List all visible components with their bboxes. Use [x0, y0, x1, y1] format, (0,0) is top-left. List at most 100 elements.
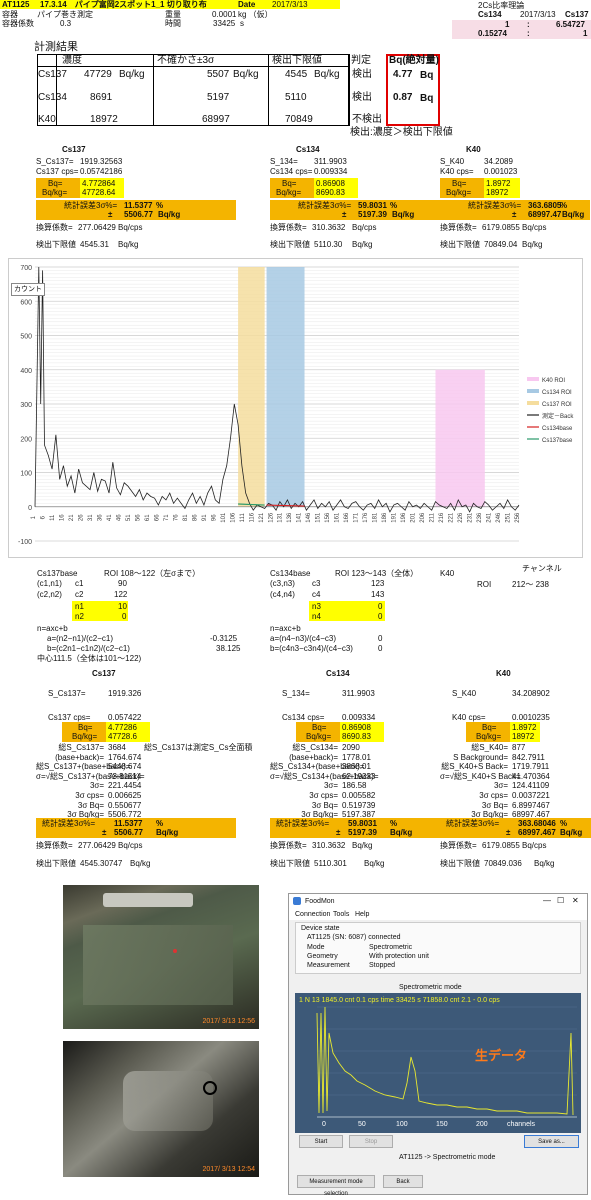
xtick-50: 50: [358, 1121, 366, 1128]
block1-err-bg: [36, 200, 236, 220]
cloth-shape: [83, 925, 233, 1005]
block1-err-label: 統計誤差3σ%=: [64, 201, 118, 210]
block1-bqkg-label: Bq/kg=: [446, 188, 472, 197]
block1-conv-label: 換算係数=: [36, 223, 73, 232]
block2-row-label: 3σ cps=: [75, 791, 104, 800]
block1-cps-label: Cs137 cps=: [36, 167, 79, 176]
mode-label: Mode: [307, 944, 325, 951]
ratio-h1: Cs134: [478, 10, 502, 19]
block2-ld-value: 70849.036: [484, 859, 522, 868]
block2-row-value: 877: [512, 743, 526, 752]
x-tick-label: 146: [306, 512, 312, 523]
block1-pm-value: 68997.47: [528, 210, 562, 219]
row-cs134-unc: 5197: [207, 92, 230, 103]
b-value: 38.125: [216, 644, 241, 653]
results-table: [37, 54, 349, 126]
block2-row-value: 0.0037221: [512, 791, 550, 800]
ratio-r2b: :: [527, 29, 530, 38]
roi-band: [435, 369, 485, 507]
block2-bqval-bg: [106, 722, 150, 742]
x-tick-label: 156: [325, 512, 331, 523]
block2-row-label: σ=√総S_K40+S Back=: [440, 771, 521, 781]
block1-err-bg: [440, 200, 590, 220]
block1-s-label: S_K40: [440, 157, 465, 166]
block1-pm: ±: [108, 210, 113, 219]
col-ld: 検出下限値: [272, 55, 322, 66]
block2-row-label: (base+back)=: [55, 752, 104, 762]
menu-connection[interactable]: Connection: [295, 911, 331, 918]
block2-err-label: 統計誤差3σ%=: [42, 819, 96, 828]
b-formula: b=(c2n1−c1n2)/(c2−c1): [47, 644, 130, 653]
close-icon[interactable]: ✕: [572, 896, 579, 905]
app-icon: [293, 897, 301, 905]
block2-row-value: 0.519739: [342, 800, 376, 810]
save-as-button[interactable]: Save as...: [524, 1135, 579, 1148]
row-cs134-nuc: Cs134: [38, 92, 67, 103]
stop-button[interactable]: Stop: [349, 1135, 393, 1148]
block1-cps-value: 0.05742186: [80, 167, 123, 176]
block2-bqkg-value: 8690.83: [342, 732, 371, 741]
block2-err-label: 統計誤差3σ%=: [276, 819, 330, 828]
block1-bqval-bg: [80, 178, 124, 198]
legend-label: 測定－Back: [542, 412, 574, 420]
a2-value: 0: [378, 634, 383, 643]
block2-row-value: 41.470364: [512, 771, 550, 781]
menu-tools[interactable]: Tools: [333, 911, 350, 918]
block2-cps-value: 0.009334: [342, 713, 376, 722]
block2-pm-unit: Bq/kg: [156, 828, 179, 837]
menu-bar: [289, 909, 587, 920]
ring-shape: [203, 1081, 217, 1095]
row-k40-unc: 68997: [202, 114, 230, 125]
roi2-label: ROI 123～143（全体）: [335, 569, 419, 578]
row-cs137-nuc: Cs137: [38, 69, 67, 80]
start-button[interactable]: Start: [299, 1135, 343, 1148]
block1-err-unit: %: [390, 201, 398, 210]
x-tick-label: 211: [430, 512, 436, 522]
col-bq: Bq(絶対量): [389, 55, 439, 66]
back-button[interactable]: Back: [383, 1175, 423, 1188]
block1-pm: ±: [512, 210, 517, 219]
results-note: 検出:濃度＞検出下限値: [350, 127, 453, 138]
roi1-label: ROI 108～122（左σまで）: [104, 569, 201, 578]
col-unc: 不確かさ±3σ: [157, 55, 215, 66]
x-tick-label: 166: [344, 512, 350, 523]
block2-conv-label: 換算係数=: [440, 841, 477, 850]
block2-pm-unit: Bq/kg: [560, 828, 583, 837]
block2-s-label: S_K40: [452, 689, 477, 698]
block2-row-value: 68997.467: [512, 810, 550, 820]
y-tick-label: 0: [28, 505, 32, 512]
menu-help[interactable]: Help: [355, 911, 370, 918]
xtick-100: 100: [396, 1121, 408, 1128]
series-line: [266, 504, 305, 507]
xtick-0: 0: [322, 1121, 326, 1128]
chart-area: -100 0 100 200 300 400 500 600 700 1 6 11 16 21 26 31 36…: [8, 258, 583, 558]
block2-cps-label: Cs134 cps=: [282, 713, 325, 722]
x-tick-label: 36: [97, 514, 103, 521]
minimize-icon[interactable]: —: [543, 896, 551, 905]
n34-highlight: [309, 601, 385, 621]
ratio-h3: Cs137: [565, 10, 589, 19]
legend-label: Cs137 ROI: [542, 402, 572, 408]
block1-bq-label: Bq=: [48, 179, 63, 188]
measurement-mode-button[interactable]: Measurement mode selection: [297, 1175, 375, 1197]
maximize-icon[interactable]: ☐: [557, 896, 565, 905]
x-tick-label: 26: [78, 514, 84, 521]
block2-err-value: 363.68046: [518, 819, 556, 828]
block1-title: Cs137: [62, 145, 86, 154]
block2-row-label: 3σ cps=: [479, 791, 508, 800]
block1-conv-unit: Bq/cps: [522, 223, 547, 232]
block1-s-value: 34.2089: [484, 157, 513, 166]
block2-row-label: 総S_Cs134+(base+back)=: [270, 762, 365, 772]
roi-band: [266, 267, 305, 507]
sample-photo-1: 2017/ 3/13 12:56: [63, 885, 259, 1029]
block2-title: Cs137: [92, 669, 116, 678]
roi3-label: ROI: [477, 580, 492, 589]
b2-value: 0: [378, 644, 383, 653]
n1-label: n1: [75, 602, 84, 611]
block1-pm-unit: Bq/kg: [562, 210, 585, 219]
block2-ld-unit: Bq/kg: [534, 859, 555, 868]
ratio-r1a: 1: [505, 20, 510, 29]
x-tick-label: 61: [145, 514, 151, 521]
x-tick-label: 6: [40, 515, 46, 519]
